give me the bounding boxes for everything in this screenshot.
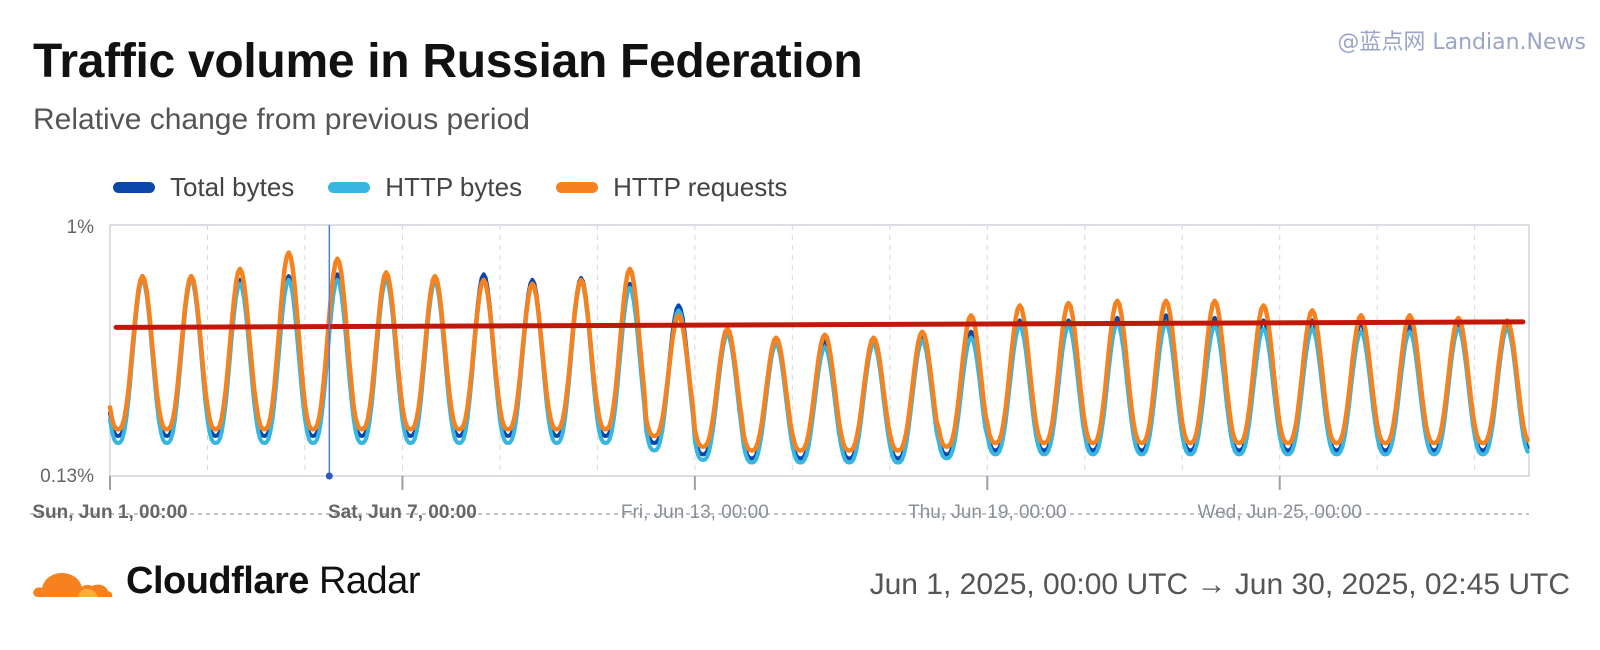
y-axis: 1% 0.13% (40, 217, 94, 487)
x-tick-label: Sun, Jun 1, 00:00 (32, 502, 187, 523)
x-tick-label: Thu, Jun 19, 00:00 (908, 502, 1066, 523)
page-subtitle: Relative change from previous period (33, 103, 530, 136)
legend-label: HTTP requests (613, 172, 788, 202)
legend-swatch-http-bytes (328, 182, 371, 193)
series-line-http-requests (107, 250, 1530, 453)
page-title: Traffic volume in Russian Federation (33, 35, 863, 88)
trend-line-group (113, 319, 1526, 330)
legend-swatch-http-requests (556, 182, 599, 193)
brand-name-bold: Cloudflare (126, 560, 309, 602)
x-tick-label: Fri, Jun 13, 00:00 (621, 502, 769, 523)
chart-series (107, 250, 1530, 465)
chart-grid (206, 225, 1476, 476)
crosshair-marker (325, 472, 333, 480)
cloudflare-cloud-icon (32, 572, 114, 599)
legend-swatch-total-bytes (113, 182, 155, 193)
legend-item-total-bytes[interactable]: Total bytes (113, 172, 294, 203)
date-range: Jun 1, 2025, 00:00 UTC → Jun 30, 2025, 0… (869, 568, 1570, 601)
legend-item-http-bytes[interactable]: HTTP bytes (328, 172, 522, 203)
brand-name-light: Radar (318, 560, 421, 602)
x-axis: Sun, Jun 1, 00:00 Sat, Jun 7, 00:00 Fri, J… (30, 476, 1529, 523)
y-tick-label: 0.13% (40, 466, 94, 487)
trend-line (113, 319, 1526, 330)
legend-item-http-requests[interactable]: HTTP requests (556, 172, 787, 203)
x-tick-label: Sat, Jun 7, 00:00 (328, 502, 477, 523)
x-tick-label: Wed, Jun 25, 00:00 (1198, 502, 1362, 523)
chart-legend: Total bytes HTTP bytes HTTP requests (113, 172, 821, 203)
plot-frame (109, 224, 1530, 477)
brand-logo[interactable]: Cloudflare Radar (32, 560, 420, 603)
brand-name: Cloudflare Radar (126, 560, 420, 603)
crosshair (325, 225, 333, 480)
y-tick-label: 1% (67, 217, 95, 238)
legend-label: Total bytes (170, 172, 295, 202)
watermark: @蓝点网 Landian.News (1337, 30, 1586, 55)
legend-label: HTTP bytes (385, 172, 523, 202)
